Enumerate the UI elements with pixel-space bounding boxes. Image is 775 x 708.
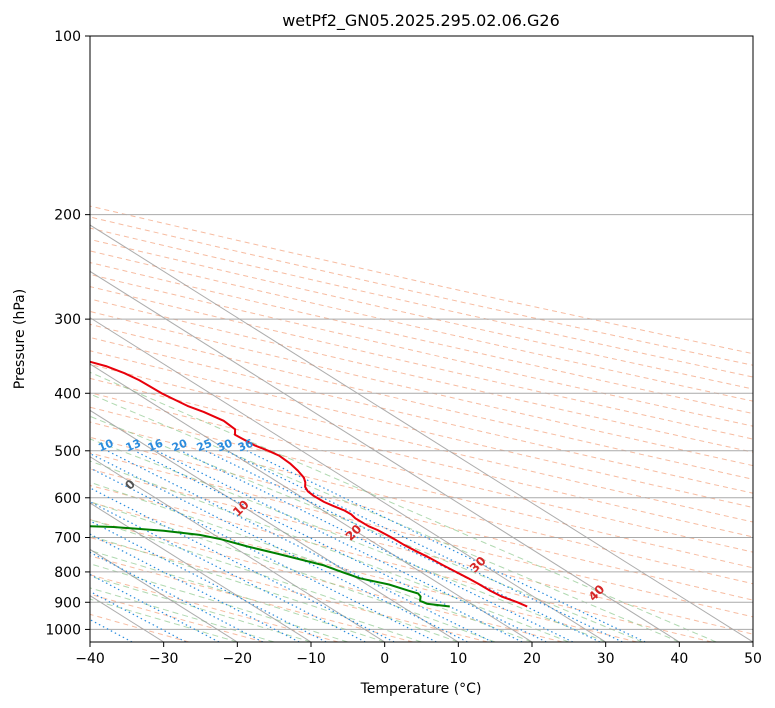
y-tick-label: 900 xyxy=(54,595,81,611)
moist-adiabat xyxy=(90,415,643,642)
mixing-ratio-label: 16 xyxy=(146,437,165,455)
dry-adiabat xyxy=(90,574,339,642)
mixing-ratio-line xyxy=(90,520,327,642)
x-tick-label: −30 xyxy=(149,651,179,667)
x-tick-label: 20 xyxy=(523,651,541,667)
isotherm-line xyxy=(90,270,680,642)
dry-adiabat xyxy=(90,501,638,642)
moist-adiabat xyxy=(90,563,348,642)
y-tick-label: 800 xyxy=(54,565,81,581)
mixing-ratio-label: 13 xyxy=(124,437,143,455)
mixing-ratio-label: 30 xyxy=(215,437,234,455)
moist-adiabat xyxy=(90,371,717,642)
mixing-ratio-line xyxy=(90,452,468,642)
dry-adiabat xyxy=(90,468,753,635)
plot-series xyxy=(90,360,528,608)
chart-title: wetPf2_GN05.2025.295.02.06.G26 xyxy=(282,11,560,31)
dry-adiabat xyxy=(90,238,753,390)
mixing-ratio-line xyxy=(205,450,601,642)
moist-adiabat xyxy=(90,438,606,642)
dry-adiabat xyxy=(90,350,753,508)
x-tick-label: −40 xyxy=(75,651,105,667)
dry-adiabat xyxy=(90,519,563,642)
y-tick-label: 100 xyxy=(54,29,81,45)
y-tick-label: 600 xyxy=(54,491,81,507)
moist-adiabat xyxy=(90,535,422,642)
y-axis-label: Pressure (hPa) xyxy=(12,289,28,389)
y-tick-label: 500 xyxy=(54,444,81,460)
y-tick-label: 700 xyxy=(54,531,81,547)
moist-adiabat xyxy=(90,481,533,642)
mixing-ratio-line xyxy=(180,450,574,642)
dry-adiabat xyxy=(90,452,753,618)
axes: −40 −30 −20 −10 0 10 20 30 40 50 100 200 300 400 500 60… xyxy=(45,29,762,667)
plot-background-lines xyxy=(90,36,753,642)
y-tick-label: 400 xyxy=(54,386,81,402)
dry-adiabat xyxy=(90,406,753,569)
mixing-ratio-label: 36 xyxy=(236,437,255,455)
mixing-ratio-label: 20 xyxy=(170,437,189,455)
x-tick-label: −20 xyxy=(223,651,253,667)
y-tick-label: 300 xyxy=(54,312,81,328)
dry-adiabat xyxy=(90,205,753,355)
mixing-ratio-label: 10 xyxy=(96,437,115,455)
plot-frame xyxy=(89,35,754,643)
y-tick-label: 200 xyxy=(54,208,81,224)
temperature-profile-line xyxy=(90,360,528,608)
plot-line-labels: 10131620253036-100-90-80-70-60-50-40-30-… xyxy=(96,437,607,604)
x-tick-label: −10 xyxy=(296,651,326,667)
x-tick-label: 30 xyxy=(597,651,615,667)
x-tick-label: 50 xyxy=(744,651,762,667)
mixing-ratio-line xyxy=(90,590,187,642)
isotherm-line xyxy=(90,502,312,642)
dry-adiabat xyxy=(90,336,753,494)
y-tick-label: 1000 xyxy=(45,622,81,638)
dewpoint-profile-line xyxy=(90,525,450,608)
mixing-ratio-line xyxy=(90,573,220,642)
dry-adiabat xyxy=(90,436,753,601)
mixing-ratio-line xyxy=(225,450,623,642)
dry-adiabat xyxy=(90,216,753,366)
dry-adiabat xyxy=(90,555,414,642)
isotherm-line xyxy=(90,224,753,642)
mixing-ratio-line xyxy=(90,467,437,642)
x-tick-label: 40 xyxy=(670,651,688,667)
mixing-ratio-line xyxy=(246,450,646,642)
moist-adiabat xyxy=(90,501,496,642)
mixing-ratio-line xyxy=(106,450,493,642)
isotherm-line xyxy=(90,317,606,642)
isotherm-line xyxy=(90,409,459,642)
x-tick-label: 10 xyxy=(449,651,467,667)
x-axis-label: Temperature (°C) xyxy=(360,681,482,697)
moist-adiabat xyxy=(90,598,238,642)
isotherm-line xyxy=(90,363,533,642)
dry-adiabat xyxy=(90,392,753,553)
mixing-ratio-label: 25 xyxy=(195,437,214,455)
dry-adiabat xyxy=(90,250,753,402)
x-tick-label: 0 xyxy=(380,651,389,667)
